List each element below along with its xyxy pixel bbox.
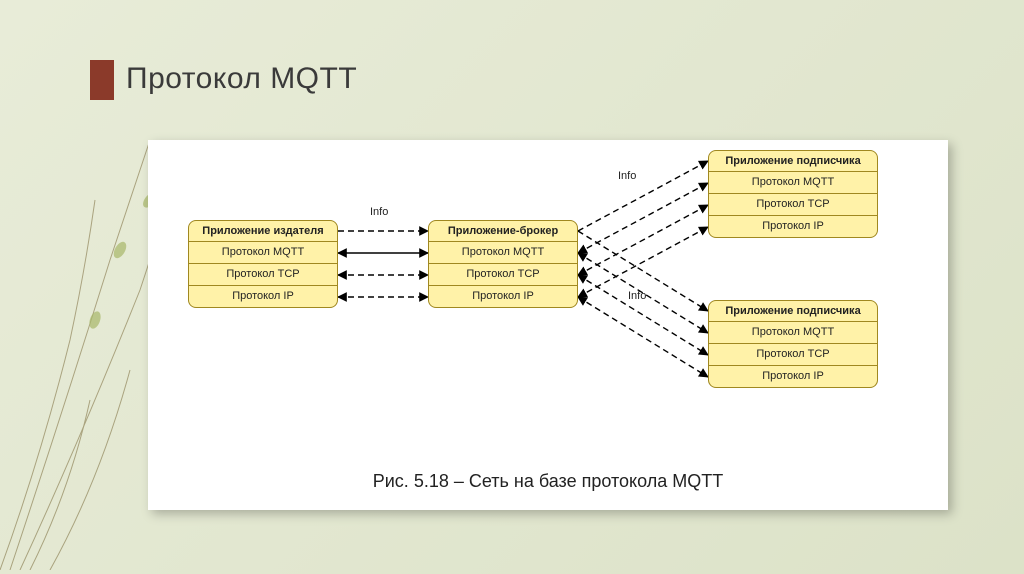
stack-cell: Протокол IP xyxy=(428,286,578,308)
edge xyxy=(578,161,708,231)
protocol-stack-broker: Приложение-брокерПротокол MQTTПротокол T… xyxy=(428,220,578,308)
stack-cell: Протокол IP xyxy=(708,366,878,388)
stack-cell: Протокол IP xyxy=(188,286,338,308)
edge-label: Info xyxy=(628,290,646,302)
diagram-panel: Приложение издателяПротокол MQTTПротокол… xyxy=(148,140,948,510)
edge xyxy=(578,275,708,355)
stack-cell: Протокол MQTT xyxy=(708,322,878,344)
stack-cell: Протокол MQTT xyxy=(428,242,578,264)
title-accent-bar xyxy=(90,60,114,100)
edge-label: Info xyxy=(618,170,636,182)
protocol-stack-subscriber1: Приложение подписчикаПротокол MQTTПроток… xyxy=(708,150,878,238)
edge-label: Info xyxy=(370,206,388,218)
stack-cell: Протокол TCP xyxy=(428,264,578,286)
stack-cell: Приложение издателя xyxy=(188,220,338,242)
stack-cell: Протокол TCP xyxy=(708,194,878,216)
stack-cell: Протокол IP xyxy=(708,216,878,238)
diagram-caption: Рис. 5.18 – Сеть на базе протокола MQTT xyxy=(148,471,948,492)
stack-cell: Приложение подписчика xyxy=(708,300,878,322)
stack-cell: Протокол MQTT xyxy=(708,172,878,194)
edge xyxy=(578,297,708,377)
protocol-stack-subscriber2: Приложение подписчикаПротокол MQTTПроток… xyxy=(708,300,878,388)
slide-title: Протокол MQTT xyxy=(126,62,357,96)
stack-cell: Приложение-брокер xyxy=(428,220,578,242)
protocol-stack-publisher: Приложение издателяПротокол MQTTПротокол… xyxy=(188,220,338,308)
stack-cell: Протокол MQTT xyxy=(188,242,338,264)
stack-cell: Протокол TCP xyxy=(188,264,338,286)
stack-cell: Протокол TCP xyxy=(708,344,878,366)
stack-cell: Приложение подписчика xyxy=(708,150,878,172)
